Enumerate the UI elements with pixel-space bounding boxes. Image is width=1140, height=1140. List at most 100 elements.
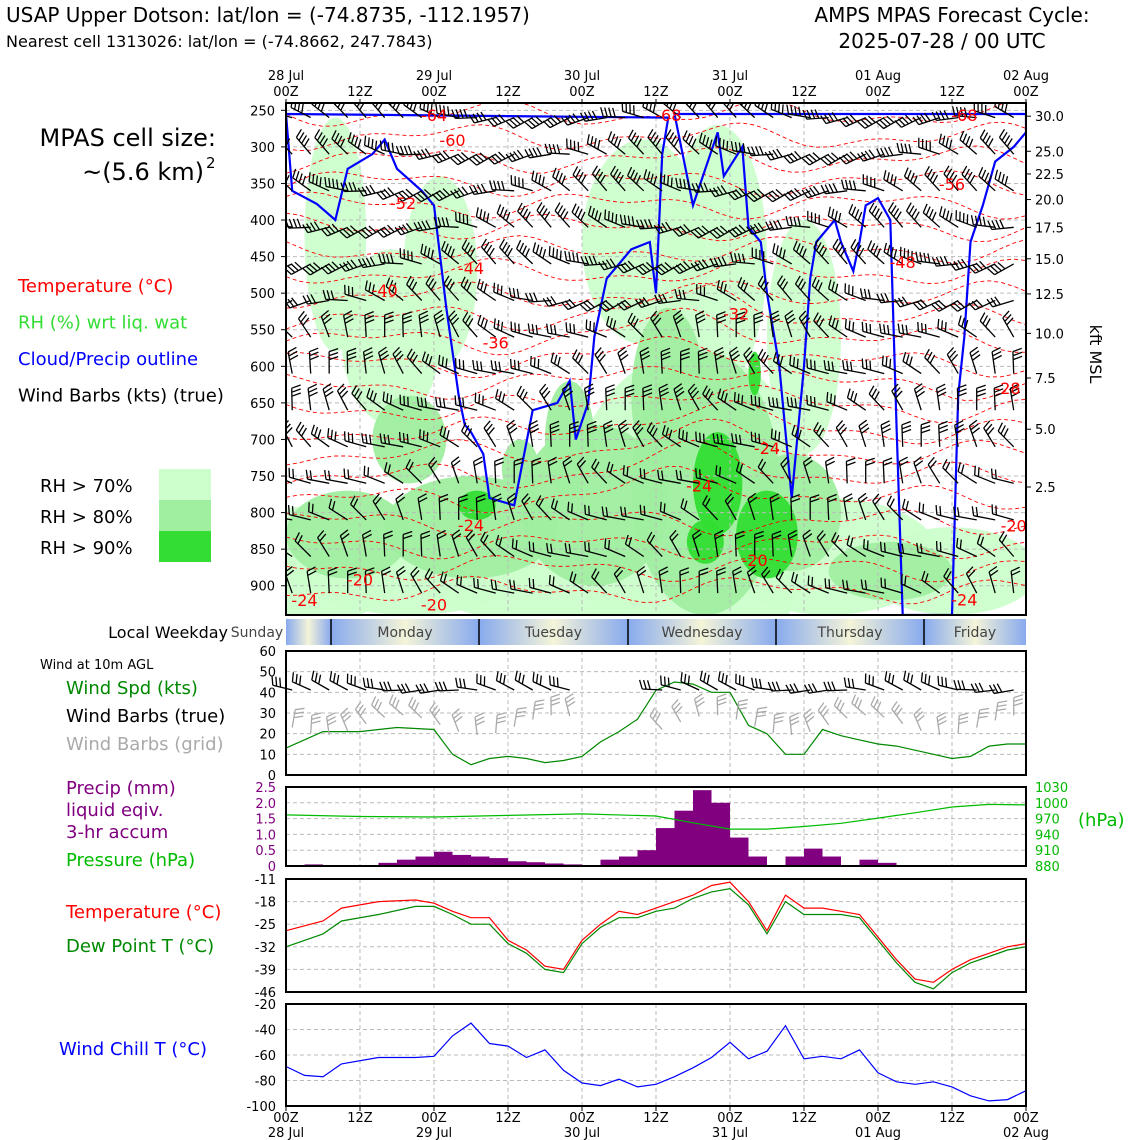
wind-barb	[696, 284, 718, 302]
wind-barb	[546, 323, 570, 338]
wind-barb	[949, 258, 977, 271]
wind-barb	[421, 351, 441, 375]
wind-barb	[857, 115, 885, 129]
wind-barb	[322, 383, 334, 411]
wind-barb	[362, 347, 374, 374]
wind-barb	[809, 494, 820, 520]
wind-barb	[646, 421, 663, 448]
wind-barb	[827, 279, 848, 302]
precip-bar	[415, 856, 434, 866]
bottom-day-label: 28 Jul	[268, 1126, 304, 1140]
pressure-tick-label: 1000	[1035, 797, 1068, 812]
wind-barb	[971, 506, 996, 521]
wind-barb	[868, 202, 885, 228]
wind-barb	[339, 529, 350, 557]
rh-region	[372, 395, 447, 484]
wind-barb	[663, 103, 682, 119]
wind-barb	[850, 238, 867, 265]
wind-barb	[395, 145, 422, 156]
wind-barb	[827, 493, 837, 520]
rh-legend: RH > 70% RH > 80% RH > 90%	[40, 469, 211, 562]
wind-barb	[754, 530, 764, 557]
wind-barb	[461, 422, 478, 448]
panel-tick-label: -18	[255, 896, 276, 911]
surface-barb-true	[680, 672, 700, 691]
wind-barb	[750, 431, 774, 448]
wind-barb	[1010, 566, 1021, 594]
wind-barb	[1009, 383, 1021, 411]
wind-barb	[734, 530, 745, 557]
wind-barb	[462, 311, 478, 338]
wind-barb	[620, 506, 644, 521]
bottom-hour-label: 00Z	[421, 1111, 447, 1126]
wind-barb	[591, 458, 608, 484]
precip-bar	[878, 862, 897, 866]
wind-barb	[311, 103, 330, 119]
wind-barb	[524, 115, 552, 130]
wind-barb	[472, 456, 484, 484]
wind-barb	[350, 495, 367, 521]
wind-barb	[832, 238, 848, 265]
wind-barb	[976, 534, 996, 558]
surface-barb-true	[396, 683, 422, 694]
pressure-tick-label: 650	[250, 397, 275, 412]
wind-barb	[636, 565, 647, 594]
weekday-cell	[924, 619, 1026, 645]
surface-barb-true	[514, 670, 534, 691]
wind-barb	[679, 567, 690, 594]
top-hour-label: 00Z	[569, 85, 595, 100]
wind-barb	[917, 321, 940, 338]
rh-region	[686, 519, 724, 564]
surface-barb-true	[311, 670, 330, 691]
wind-barb	[690, 225, 719, 239]
wind-barb	[322, 289, 348, 302]
wind-barb	[639, 346, 651, 374]
wind-barb	[435, 396, 459, 411]
wind-barb	[860, 579, 885, 594]
wind-barb	[619, 214, 644, 228]
surface-barb-true	[767, 681, 792, 692]
panel-tick-label: 20	[259, 728, 276, 743]
top-day-label: 01 Aug	[855, 69, 901, 84]
surface-barb-grid	[408, 696, 423, 719]
wind-barb	[968, 260, 996, 274]
wind-barb	[328, 498, 349, 521]
precip-legend-label: liquid eqiv.	[66, 800, 163, 821]
precip-bar	[619, 856, 638, 866]
wind-barb	[302, 262, 330, 276]
wind-barb	[287, 346, 299, 374]
wind-barb	[487, 151, 515, 165]
panel-tick-label: -40	[255, 1024, 276, 1039]
wind-barb	[924, 165, 941, 192]
wind-barb	[493, 282, 515, 302]
wind-barb	[548, 574, 570, 594]
wind-barb	[672, 309, 684, 338]
wind-barb	[542, 115, 570, 129]
wind-barb	[806, 395, 829, 411]
wind-barb	[658, 566, 669, 594]
wind-barb	[307, 383, 318, 411]
wind-barb	[716, 567, 726, 594]
top-hour-label: 00Z	[865, 85, 891, 100]
wind-barb	[286, 518, 293, 521]
weekday-name: Friday	[954, 625, 996, 641]
wind-barb	[802, 529, 813, 557]
wind-barb	[780, 456, 793, 484]
wind-barb	[920, 421, 931, 447]
wind-barb	[991, 347, 1002, 374]
surface-barb-grid	[735, 699, 749, 720]
wind-barb	[786, 396, 811, 411]
wind-barb	[862, 174, 885, 192]
wind-barb	[546, 543, 570, 558]
wind-barb	[968, 299, 996, 311]
wind-barb	[897, 543, 922, 558]
wind-barb	[379, 140, 404, 155]
pressure-axis: 250 300 350 400 450 500 550 600 650 700 750 800 850 9…	[250, 104, 286, 595]
wind-barb	[813, 421, 830, 448]
temperature-legend-label: Dew Point T (°C)	[66, 936, 214, 957]
wind-barb	[918, 137, 940, 155]
wind-barb	[594, 347, 608, 374]
wind-barb	[916, 542, 940, 558]
wind-barb	[435, 103, 459, 119]
